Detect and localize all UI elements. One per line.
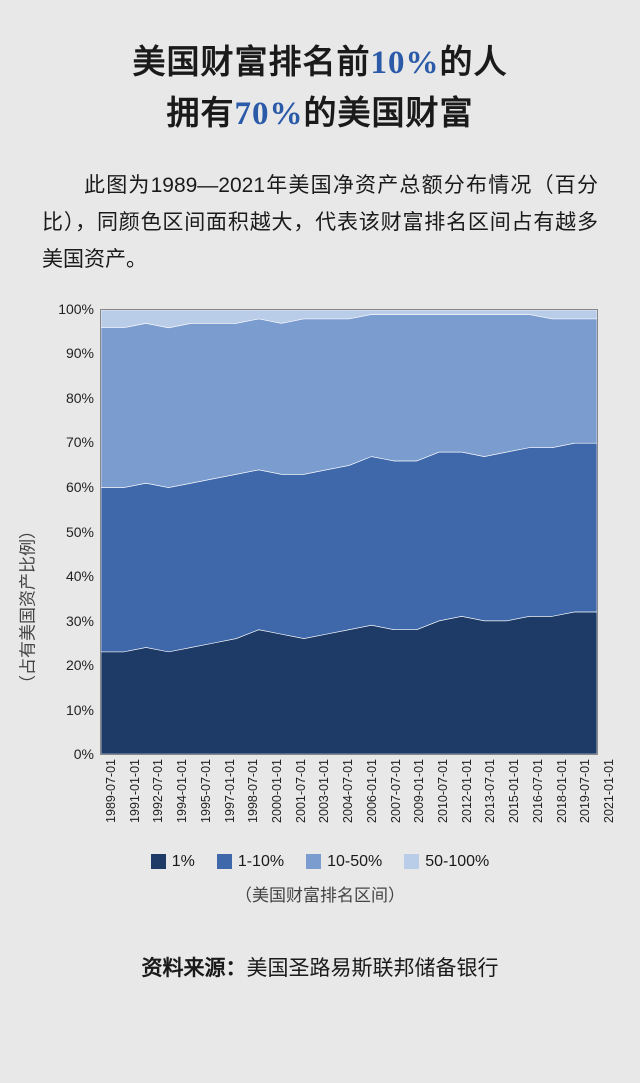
legend-label: 10-50% — [327, 853, 382, 871]
x-tick: 2019-07-01 — [578, 759, 592, 823]
legend-item: 1% — [151, 853, 195, 871]
legend-item: 1-10% — [217, 853, 284, 871]
title-highlight: 70% — [235, 96, 304, 132]
x-tick: 1992-07-01 — [151, 759, 165, 823]
source-text: 美国圣路易斯联邦储备银行 — [247, 957, 499, 980]
description: 此图为1989—2021年美国净资产总额分布情况（百分比），同颜色区间面积越大，… — [42, 168, 598, 278]
x-axis-label: （美国财富排名区间） — [42, 881, 598, 906]
x-tick: 1989-07-01 — [104, 759, 118, 823]
title-highlight: 10% — [371, 45, 440, 81]
x-axis-ticks: 1989-07-01 1991-01-01 1992-07-01 1994-01-01… — [100, 755, 598, 847]
y-axis-label: （占有美国资产比例） — [14, 522, 39, 692]
x-tick: 2016-07-01 — [531, 759, 545, 823]
x-tick: 2012-01-01 — [460, 759, 474, 823]
x-tick: 2004-07-01 — [341, 759, 355, 823]
legend-label: 1% — [172, 853, 195, 871]
x-tick: 2000-01-01 — [270, 759, 284, 823]
title-text: 的美国财富 — [304, 96, 474, 132]
headline: 美国财富排名前10%的人 拥有70%的美国财富 — [42, 38, 598, 140]
title-text: 美国财富排名前 — [133, 45, 371, 81]
title-text: 的人 — [440, 45, 508, 81]
x-tick: 1997-01-01 — [223, 759, 237, 823]
x-tick: 2006-01-01 — [365, 759, 379, 823]
wealth-distribution-chart: （占有美国资产比例） 100%90%80%70%60%50%40%30%20%1… — [42, 309, 598, 906]
x-tick: 2013-07-01 — [483, 759, 497, 823]
data-source: 资料来源：美国圣路易斯联邦储备银行 — [42, 952, 598, 982]
x-tick: 2003-01-01 — [317, 759, 331, 823]
chart-plot-area — [100, 309, 598, 755]
infographic-page: 美国财富排名前10%的人 拥有70%的美国财富 此图为1989—2021年美国净… — [0, 0, 640, 1083]
x-tick: 2009-01-01 — [412, 759, 426, 823]
legend-item: 50-100% — [404, 853, 489, 871]
x-tick: 2007-07-01 — [389, 759, 403, 823]
x-tick: 2021-01-01 — [602, 759, 616, 823]
legend-label: 50-100% — [425, 853, 489, 871]
x-tick: 1991-01-01 — [128, 759, 142, 823]
x-tick: 2010-07-01 — [436, 759, 450, 823]
legend-swatch — [306, 854, 321, 869]
chart-legend: 1% 1-10% 10-50% 50-100% — [42, 853, 598, 871]
x-tick: 1995-07-01 — [199, 759, 213, 823]
y-axis-ticks: 100%90%80%70%60%50%40%30%20%10%0% — [42, 309, 100, 755]
x-tick: 2018-01-01 — [555, 759, 569, 823]
x-tick: 1994-01-01 — [175, 759, 189, 823]
legend-label: 1-10% — [238, 853, 284, 871]
legend-swatch — [217, 854, 232, 869]
x-tick: 2001-07-01 — [294, 759, 308, 823]
legend-swatch — [151, 854, 166, 869]
x-tick: 1998-07-01 — [246, 759, 260, 823]
x-tick: 2015-01-01 — [507, 759, 521, 823]
legend-item: 10-50% — [306, 853, 382, 871]
source-label: 资料来源： — [142, 956, 247, 980]
legend-swatch — [404, 854, 419, 869]
title-text: 拥有 — [167, 96, 235, 132]
